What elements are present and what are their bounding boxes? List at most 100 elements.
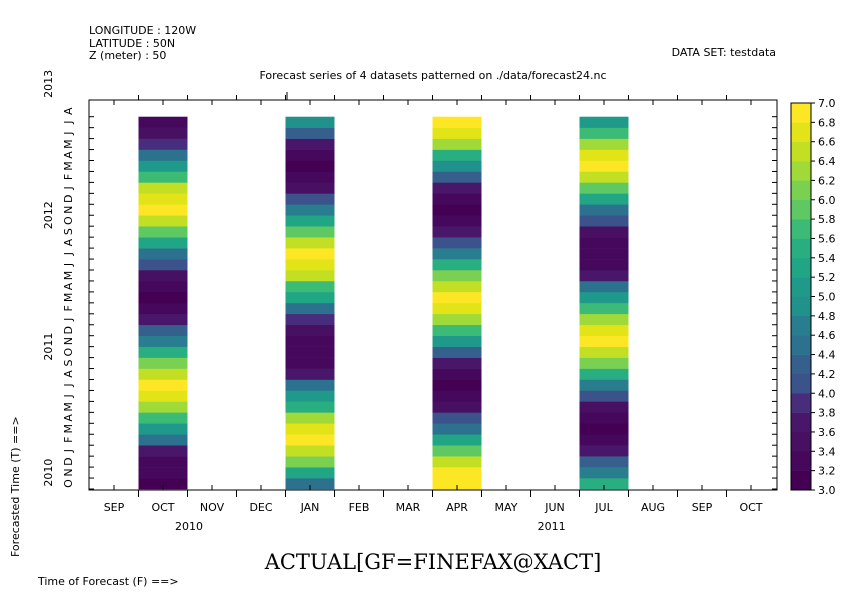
colorbar-swatch	[791, 470, 811, 491]
x-axis-title: Time of Forecast (F) ==>	[37, 575, 179, 588]
heatmap-cell	[138, 357, 188, 369]
y-month-label: F	[62, 437, 75, 443]
colorbar-swatch	[791, 257, 811, 278]
heatmap-cell	[579, 390, 629, 402]
heatmap-cell	[285, 291, 335, 304]
heatmap-cell	[432, 478, 482, 490]
colorbar-label: 3.4	[818, 445, 836, 458]
colorbar-label: 4.4	[818, 349, 836, 362]
variable-label: ACTUAL[GF=FINEFAX@XACT]	[264, 550, 602, 574]
info-longitude: LONGITUDE : 120W	[89, 24, 196, 37]
y-month-label: J	[62, 318, 75, 322]
y-year-label: 2012	[42, 201, 55, 229]
heatmap-cell	[579, 182, 629, 194]
colorbar-swatch	[791, 180, 811, 201]
chart-title: Forecast series of 4 datasets patterned …	[259, 69, 606, 82]
colorbar-label: 4.0	[818, 387, 836, 400]
heatmap-cell	[432, 346, 482, 358]
heatmap-cell	[285, 335, 335, 347]
heatmap-cell	[579, 149, 629, 161]
heatmap-cell	[285, 248, 335, 260]
x-tick-label: OCT	[151, 501, 174, 514]
y-month-label: J	[62, 394, 75, 398]
heatmap-cell	[579, 248, 629, 260]
heatmap-cell	[138, 116, 188, 128]
heatmap-cell	[579, 401, 629, 413]
heatmap-cell	[138, 478, 188, 490]
heatmap-cell	[579, 346, 629, 358]
heatmap-cell	[579, 193, 629, 205]
heatmap-cell	[138, 215, 188, 227]
colorbar-label: 6.6	[818, 136, 836, 149]
heatmap-cell	[138, 127, 188, 139]
heatmap-cell	[138, 193, 188, 205]
heatmap-cell	[138, 160, 188, 172]
colorbar-label: 6.8	[818, 116, 836, 129]
colorbar-swatch	[791, 412, 811, 433]
heatmap-cell	[138, 412, 188, 424]
heatmap-cell	[138, 204, 188, 216]
y-month-label: J	[62, 449, 75, 453]
heatmap-cell	[138, 423, 188, 435]
heatmap-cell	[285, 368, 335, 380]
heatmap-cell	[432, 237, 482, 249]
heatmap-cell	[432, 423, 482, 435]
y-month-label: D	[62, 326, 75, 334]
y-month-label: A	[62, 282, 75, 290]
heatmap-cell	[579, 116, 629, 128]
heatmap-cell	[579, 423, 629, 435]
colorbar-label: 6.4	[818, 155, 836, 168]
y-month-label: S	[62, 360, 75, 367]
x-tick-label: DEC	[249, 501, 272, 514]
x-tick-label: MAY	[495, 501, 518, 514]
heatmap-cell	[138, 390, 188, 402]
y-month-label: A	[62, 370, 75, 378]
heatmap-cell	[285, 204, 335, 216]
heatmap-cell	[285, 467, 335, 479]
heatmap-cell	[432, 291, 482, 304]
heatmap-cell	[285, 270, 335, 282]
heatmap-cell	[432, 379, 482, 391]
y-month-label: N	[62, 337, 75, 345]
heatmap-cell	[432, 248, 482, 260]
heatmap-cell	[285, 160, 335, 172]
heatmap-cell	[432, 149, 482, 161]
heatmap-cell	[285, 478, 335, 490]
heatmap-cells	[138, 116, 629, 490]
y-month-label: O	[62, 216, 75, 225]
heatmap-cell	[285, 423, 335, 435]
colorbar-label: 3.6	[818, 426, 836, 439]
heatmap-cell	[285, 182, 335, 194]
x-tick-label: JAN	[300, 501, 320, 514]
heatmap-cell	[432, 412, 482, 424]
colorbar-swatch	[791, 141, 811, 162]
heatmap-cell	[432, 390, 482, 402]
heatmap-cell	[579, 445, 629, 457]
heatmap-cell	[432, 270, 482, 282]
y-axis-title: Forecasted Time (T) ==>	[9, 416, 22, 557]
heatmap-cell	[138, 379, 188, 391]
y-month-label: F	[62, 174, 75, 180]
heatmap-cell	[432, 335, 482, 347]
colorbar-swatch	[791, 219, 811, 239]
heatmap-cell	[138, 138, 188, 150]
y-month-label: F	[62, 305, 75, 311]
colorbar-swatch	[791, 335, 811, 355]
y-month-label: M	[62, 161, 75, 171]
colorbar-label: 4.8	[818, 310, 836, 323]
x-tick-label: AUG	[641, 501, 665, 514]
y-year-label: 2010	[42, 459, 55, 487]
heatmap-cell	[432, 182, 482, 194]
heatmap-cell	[432, 215, 482, 227]
heatmap-cell	[432, 138, 482, 150]
y-month-label: O	[62, 479, 75, 488]
heatmap-cell	[138, 434, 188, 446]
x-tick-label: APR	[446, 501, 468, 514]
heatmap-cell	[432, 401, 482, 413]
heatmap-cell	[432, 280, 482, 293]
heatmap-cell	[579, 237, 629, 249]
heatmap-cell	[579, 412, 629, 424]
heatmap-cell	[579, 291, 629, 304]
colorbar-swatch	[791, 161, 811, 181]
heatmap-cell	[138, 149, 188, 161]
